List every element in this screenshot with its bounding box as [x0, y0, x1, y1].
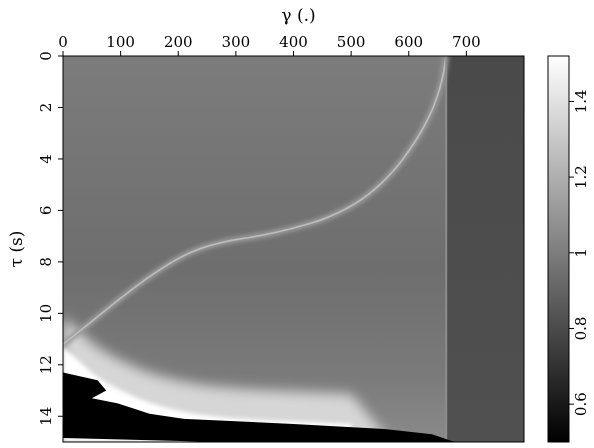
y-tick-label: 8: [37, 257, 55, 267]
colorbar-tick-label: 1.4: [572, 89, 590, 113]
y-tick-label: 0: [37, 51, 55, 61]
colorbar-tick-label: 0.6: [572, 392, 590, 416]
colorbar: [547, 55, 570, 443]
y-tick-label: 2: [37, 103, 55, 113]
heatmap-right-panel: [446, 56, 524, 442]
y-tick-label: 14: [37, 407, 55, 426]
colorbar-tick-label: 1: [572, 248, 590, 258]
x-tick-label: 600: [394, 33, 423, 51]
colorbar-ticks: 0.6 0.8 1 1.2 1.4: [569, 89, 590, 416]
y-axis-ticks: 0 2 4 6 8 10 12 14: [37, 51, 63, 426]
x-tick-label: 100: [106, 33, 135, 51]
x-tick-label: 400: [279, 33, 308, 51]
x-tick-label: 300: [222, 33, 251, 51]
x-tick-label: 200: [164, 33, 193, 51]
y-tick-label: 4: [37, 154, 55, 164]
x-axis-label: γ (.): [281, 6, 315, 26]
heatmap-dark-region: [63, 372, 455, 442]
y-tick-label: 6: [37, 206, 55, 216]
y-tick-label: 10: [37, 304, 55, 323]
x-axis-ticks: 0 100 200 300 400 500 600 700: [58, 33, 481, 56]
y-axis-label: τ (s): [7, 231, 27, 268]
colorbar-tick-label: 1.2: [572, 165, 590, 189]
x-tick-label: 0: [58, 33, 68, 51]
heatmap-bright-curve: [63, 56, 447, 345]
x-tick-label: 500: [337, 33, 366, 51]
colorbar-tick-label: 0.8: [572, 317, 590, 341]
x-tick-label: 700: [452, 33, 481, 51]
y-tick-label: 12: [37, 355, 55, 374]
